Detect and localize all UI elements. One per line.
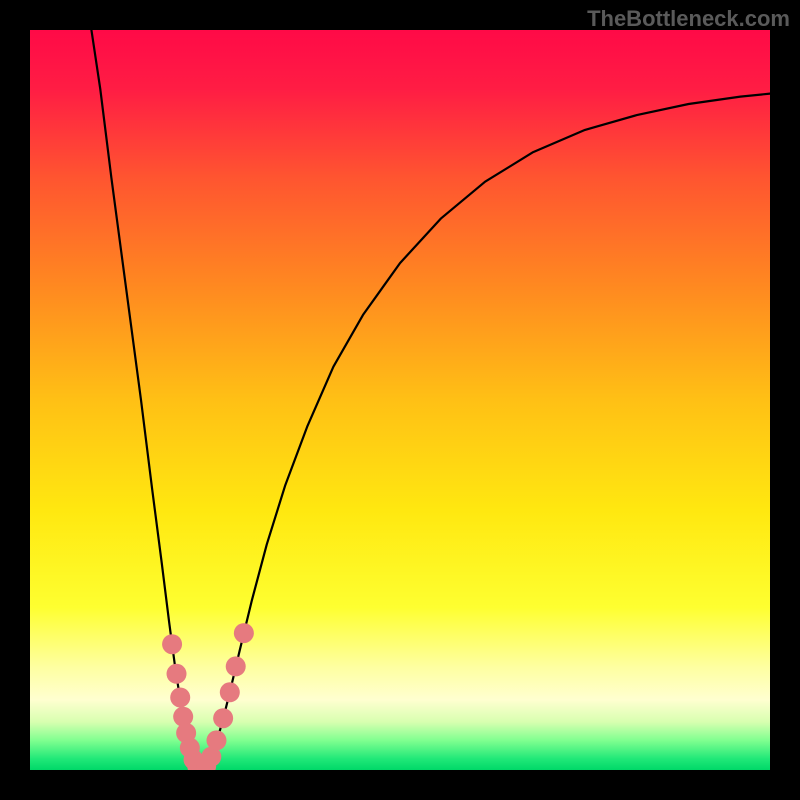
data-marker [170,687,190,707]
data-marker [234,623,254,643]
bottleneck-chart [0,0,800,800]
watermark-text: TheBottleneck.com [587,6,790,32]
data-marker [220,682,240,702]
data-marker [226,656,246,676]
data-marker [206,730,226,750]
data-marker [213,708,233,728]
chart-container: TheBottleneck.com [0,0,800,800]
data-marker [162,634,182,654]
data-marker [167,664,187,684]
